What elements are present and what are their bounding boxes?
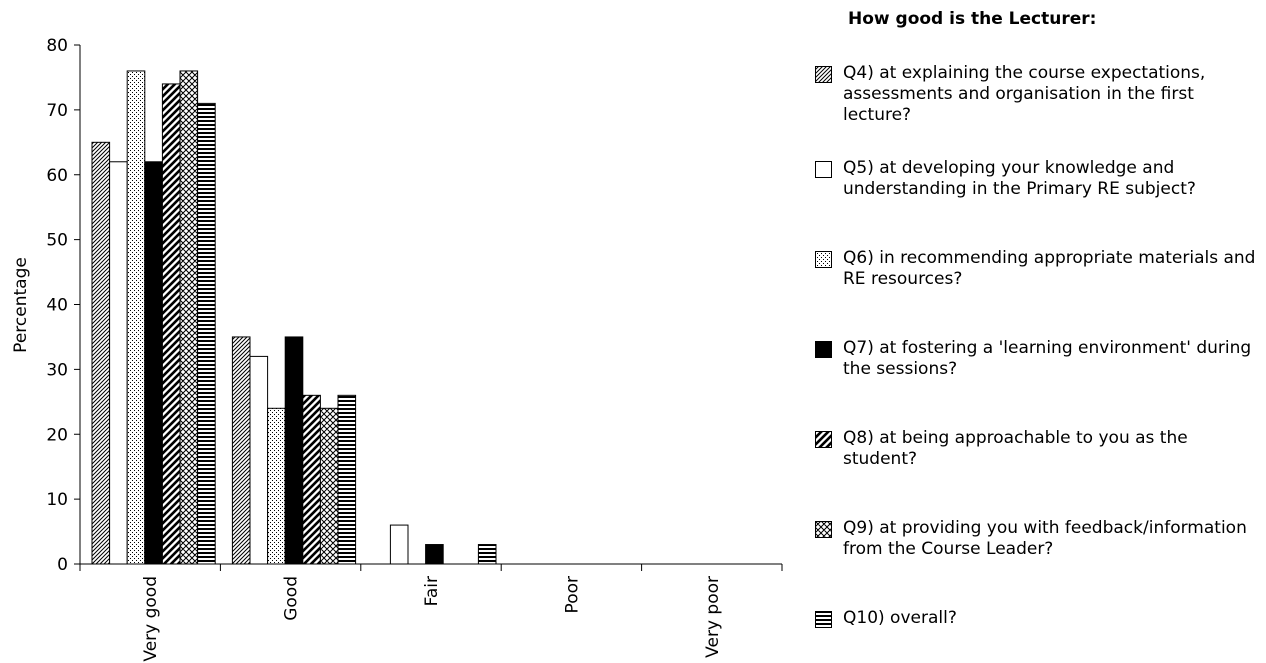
bar bbox=[477, 544, 497, 565]
y-tick-label: 50 bbox=[46, 231, 68, 251]
x-axis: Very good Good Fair Poor Very poor bbox=[79, 563, 783, 662]
y-tick-label: 20 bbox=[46, 425, 68, 445]
bar bbox=[249, 355, 269, 565]
x-tick-label: Poor bbox=[562, 576, 582, 613]
legend-title: How good is the Lecturer: bbox=[848, 9, 1097, 29]
y-tick-label: 0 bbox=[57, 555, 68, 575]
bar bbox=[389, 524, 409, 565]
bar bbox=[109, 161, 128, 565]
bar bbox=[337, 394, 357, 565]
legend-label: Q8) at being approachable to you as the … bbox=[843, 428, 1188, 469]
bar bbox=[179, 70, 199, 565]
bar bbox=[267, 407, 286, 565]
y-tick-label: 10 bbox=[46, 490, 68, 510]
legend-label: Q4) at explaining the course expectation… bbox=[843, 63, 1206, 125]
legend-label: Q10) overall? bbox=[843, 608, 957, 628]
legend-label: Q7) at fostering a 'learning environment… bbox=[843, 338, 1252, 379]
legend-swatch bbox=[815, 521, 832, 538]
legend: How good is the Lecturer: Q4) at explain… bbox=[815, 8, 1265, 649]
bar bbox=[197, 102, 216, 565]
legend-items: Q4) at explaining the course expectation… bbox=[815, 44, 1265, 649]
bars bbox=[91, 70, 497, 565]
legend-item: Q5) at developing your knowledge and und… bbox=[815, 139, 1265, 229]
bar bbox=[91, 141, 111, 565]
bar bbox=[302, 394, 321, 565]
legend-label: Q6) in recommending appropriate material… bbox=[843, 248, 1256, 289]
y-axis-label: Percentage bbox=[11, 257, 31, 353]
legend-item: Q10) overall? bbox=[815, 589, 1265, 649]
legend-swatch bbox=[815, 251, 832, 268]
legend-item: Q6) in recommending appropriate material… bbox=[815, 229, 1265, 319]
legend-item: Q8) at being approachable to you as the … bbox=[815, 409, 1265, 499]
legend-swatch bbox=[815, 161, 832, 178]
bar bbox=[161, 83, 181, 565]
y-tick-label: 80 bbox=[46, 36, 68, 56]
legend-swatch bbox=[815, 341, 832, 358]
bar bbox=[319, 407, 339, 565]
legend-item: Q7) at fostering a 'learning environment… bbox=[815, 319, 1265, 409]
bar bbox=[126, 70, 146, 565]
x-tick-label: Very poor bbox=[703, 576, 723, 658]
bar bbox=[231, 336, 251, 565]
legend-swatch bbox=[815, 611, 832, 628]
y-tick-label: 30 bbox=[46, 360, 68, 380]
legend-label: Q5) at developing your knowledge and und… bbox=[843, 158, 1196, 199]
legend-swatch bbox=[815, 66, 832, 83]
x-tick-label: Fair bbox=[422, 576, 442, 606]
y-tick-label: 70 bbox=[46, 101, 68, 121]
legend-swatch bbox=[815, 431, 832, 448]
legend-label: Q9) at providing you with feedback/infor… bbox=[843, 518, 1247, 559]
legend-item: Q9) at providing you with feedback/infor… bbox=[815, 499, 1265, 589]
y-tick-label: 40 bbox=[46, 296, 68, 316]
x-tick-label: Good bbox=[282, 576, 302, 621]
bar bbox=[284, 336, 304, 565]
bar bbox=[425, 544, 444, 565]
y-axis: 0 10 20 30 40 50 60 70 80 bbox=[46, 36, 81, 575]
x-tick-label: Very good bbox=[141, 576, 161, 662]
legend-item: Q4) at explaining the course expectation… bbox=[815, 44, 1265, 139]
bar bbox=[144, 161, 163, 565]
y-tick-label: 60 bbox=[46, 166, 68, 186]
